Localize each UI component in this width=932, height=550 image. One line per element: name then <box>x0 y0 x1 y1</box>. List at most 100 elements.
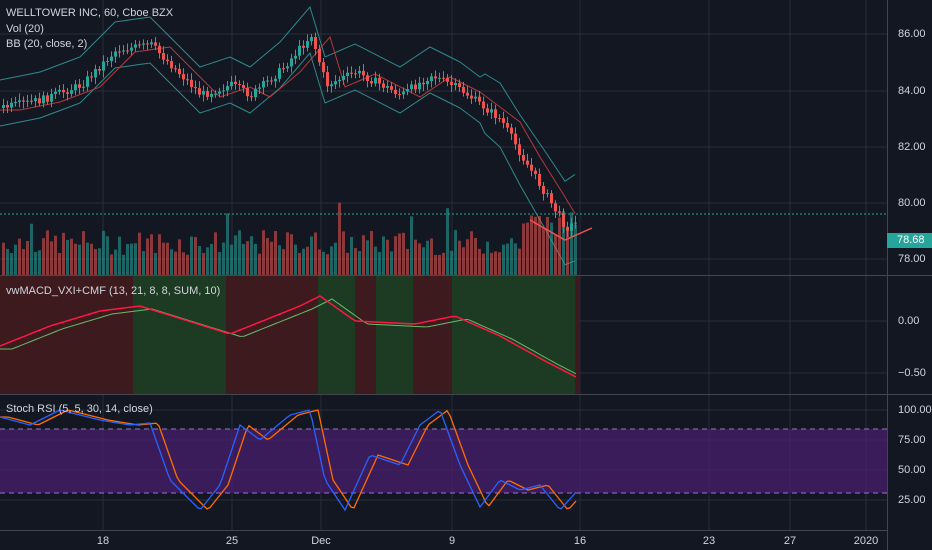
candle-body <box>78 84 81 88</box>
candle-body <box>98 68 101 71</box>
volume-bar <box>166 242 169 275</box>
volume-bar <box>414 239 417 275</box>
price-chart[interactable] <box>0 0 887 275</box>
volume-bar <box>510 238 513 275</box>
pane-divider[interactable] <box>0 275 932 276</box>
candle-body <box>506 122 509 128</box>
volume-bar <box>218 251 221 275</box>
candle-body <box>282 68 285 70</box>
candle-body <box>366 75 369 82</box>
candle-body <box>18 100 21 102</box>
candle-body <box>554 203 557 212</box>
stoch-rsi-chart[interactable] <box>0 395 887 530</box>
volume-bar <box>574 224 577 275</box>
candle-body <box>182 74 185 80</box>
volume-bar <box>330 246 333 275</box>
candle-body <box>426 80 429 85</box>
candle-body <box>446 77 449 82</box>
volume-bar <box>286 232 289 275</box>
volume-bar <box>26 240 29 275</box>
volume-bar <box>302 248 305 275</box>
volume-bar <box>486 241 489 275</box>
candle-body <box>238 84 241 86</box>
bollinger-indicator-label: BB (20, close, 2) <box>6 38 88 50</box>
volume-bar <box>262 230 265 275</box>
candle-body <box>158 45 161 54</box>
volume-bar <box>70 238 73 275</box>
candle-body <box>298 45 301 56</box>
candle-body <box>534 170 537 174</box>
volume-bar <box>282 249 285 275</box>
time-label: 27 <box>783 535 797 547</box>
volume-bar <box>122 254 125 275</box>
volume-bar <box>46 230 49 275</box>
volume-bar <box>94 249 97 275</box>
volume-bar <box>214 232 217 275</box>
volume-bar <box>530 215 533 275</box>
candle-body <box>510 127 513 134</box>
volume-bar <box>98 248 101 275</box>
volume-bar <box>558 217 561 275</box>
volume-bar <box>190 236 193 275</box>
volume-bar <box>234 235 237 275</box>
candle-body <box>102 61 105 71</box>
candle-body <box>74 84 77 91</box>
candle-body <box>494 109 497 119</box>
volume-bar <box>446 208 449 275</box>
volume-bar <box>462 247 465 275</box>
price-pane[interactable]: WELLTOWER INC, 60, Cboe BZX Vol (20) BB … <box>0 0 887 275</box>
volume-bar <box>326 254 329 275</box>
candle-body <box>370 81 373 84</box>
volume-bar <box>82 231 85 275</box>
volume-bar <box>22 249 25 275</box>
volume-bar <box>58 253 61 275</box>
candle-body <box>114 51 117 57</box>
macd-pane[interactable]: vwMACD_VXI+CMF (13, 21, 8, 8, SUM, 10) <box>0 276 887 394</box>
candle-body <box>214 93 217 95</box>
volume-bar <box>202 252 205 275</box>
volume-bar <box>210 244 213 275</box>
pane-divider[interactable] <box>0 394 932 395</box>
volume-bar <box>418 243 421 275</box>
macd-signal-zone <box>0 276 133 394</box>
volume-bar <box>506 243 509 275</box>
candle-body <box>138 44 141 46</box>
volume-bar <box>494 251 497 275</box>
candle-body <box>286 66 289 69</box>
volume-bar <box>362 235 365 275</box>
volume-bar <box>458 240 461 275</box>
candle-body <box>2 104 5 108</box>
candle-body <box>338 79 341 82</box>
macd-chart[interactable] <box>0 276 887 394</box>
candle-body <box>82 86 85 88</box>
candle-body <box>50 94 53 102</box>
price-axis[interactable]: 86.00 84.00 82.00 80.00 78.00 0.00 −0.50… <box>887 0 932 550</box>
volume-bar <box>526 222 529 275</box>
candle-body <box>538 173 541 186</box>
volume-bar <box>534 216 537 275</box>
volume-bar <box>254 243 257 275</box>
candle-body <box>118 51 121 53</box>
candle-body <box>90 76 93 78</box>
volume-bar <box>490 252 493 275</box>
volume-bar <box>438 254 441 275</box>
candle-body <box>150 42 153 45</box>
candle-body <box>566 226 569 231</box>
candle-body <box>22 100 25 102</box>
volume-bar <box>14 244 17 275</box>
stoch-d-line <box>0 409 577 510</box>
volume-bar <box>186 254 189 275</box>
volume-bar <box>18 238 21 275</box>
volume-bar <box>110 254 113 275</box>
candle-body <box>226 86 229 91</box>
stoch-pane[interactable]: Stoch RSI (5, 5, 30, 14, close) <box>0 395 887 530</box>
candle-body <box>410 84 413 90</box>
candle-body <box>126 50 129 52</box>
candle-body <box>470 95 473 99</box>
volume-bar <box>542 227 545 275</box>
candle-body <box>30 100 33 102</box>
macd-signal-line <box>0 298 577 375</box>
candle-body <box>354 73 357 75</box>
volume-bar <box>270 241 273 275</box>
candle-body <box>474 96 477 99</box>
